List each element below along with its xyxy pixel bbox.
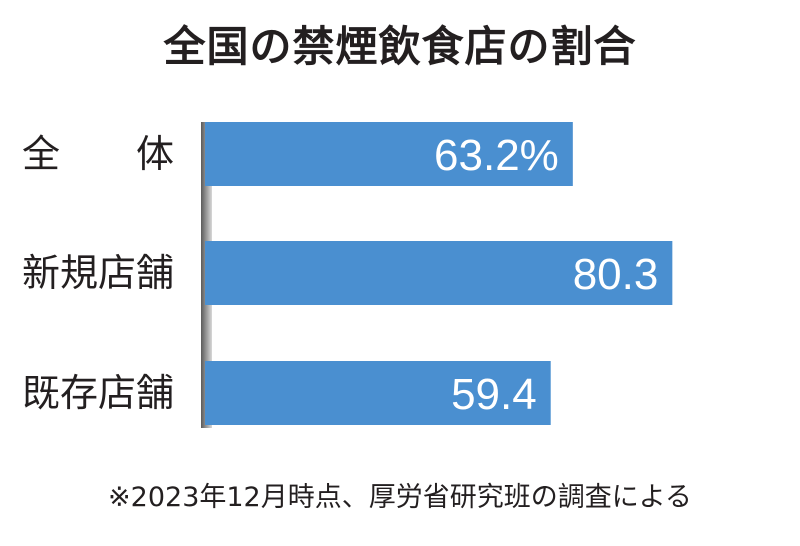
bar-value-label: 59.4 (451, 370, 537, 419)
category-label: 既存店舗 (22, 371, 174, 415)
source-note: ※2023年12月時点、厚労省研究班の調査による (108, 482, 692, 513)
bar (205, 361, 551, 425)
category-label: 全 体 (22, 132, 174, 176)
bar-value-label: 80.3 (573, 250, 659, 299)
category-label: 新規店舗 (22, 251, 174, 295)
bar (205, 241, 673, 305)
bar-value-label: 63.2% (434, 131, 559, 180)
chart-title: 全国の禁煙飲食店の割合 (163, 22, 637, 71)
bar-series: 全 体 63.2% 新規店舗 80.3 既存店舗 59.4 (22, 122, 673, 425)
bar (205, 122, 573, 186)
